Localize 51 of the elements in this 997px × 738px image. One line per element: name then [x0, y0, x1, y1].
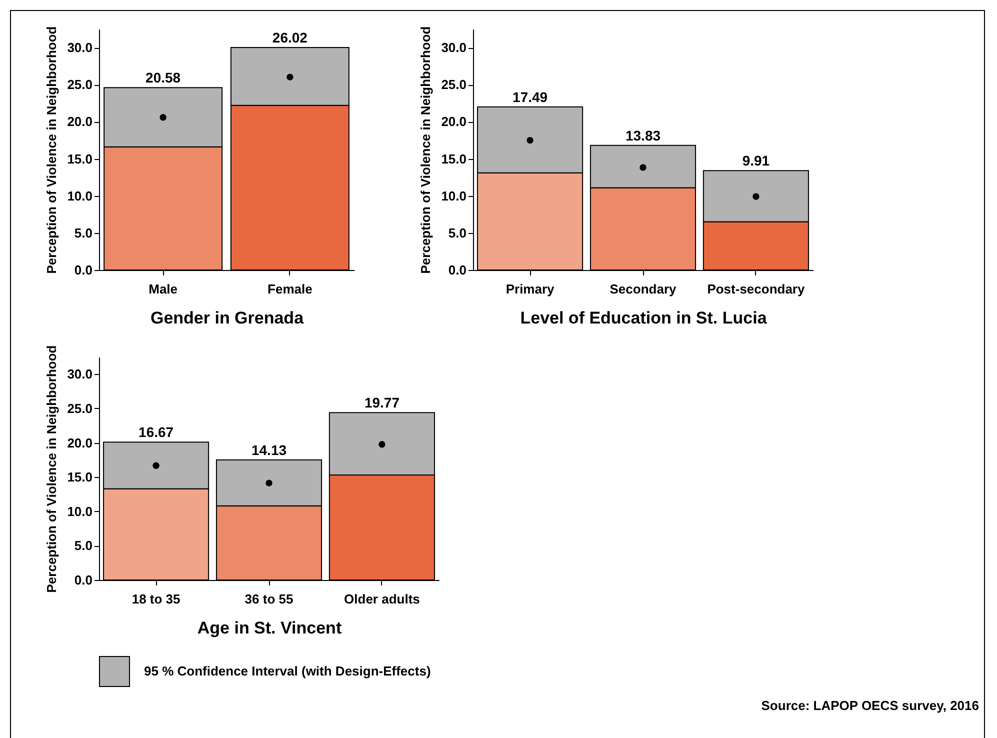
point: [752, 193, 760, 200]
y-tick-label: 30.0: [441, 40, 466, 56]
data-label: 13.83: [625, 127, 661, 144]
y-tick-label: 15.0: [67, 470, 92, 485]
point: [526, 136, 534, 144]
data-label: 17.49: [512, 88, 548, 105]
x-axis-title: Age in St. Vincent: [197, 618, 342, 638]
x-tick-label: Primary: [506, 282, 556, 296]
legend-label: 95 % Confidence Interval (with Design-Effects): [144, 664, 431, 678]
y-axis-title: Perception of Violence in Neighborhood: [44, 26, 60, 274]
x-tick-label: Secondary: [610, 282, 677, 296]
data-label: 9.91: [742, 152, 770, 169]
source-note: Source: LAPOP OECS survey, 2016: [761, 698, 979, 713]
point: [266, 480, 272, 486]
y-tick-label: 15.0: [441, 151, 466, 166]
y-axis-title: Perception of Violence in Neighborhood: [418, 26, 434, 274]
data-label: 26.02: [272, 30, 308, 46]
y-tick-label: 10.0: [67, 188, 92, 204]
data-label: 16.67: [138, 424, 174, 440]
y-tick-label: 0.0: [448, 262, 466, 278]
y-tick-label: 20.0: [67, 435, 92, 450]
x-tick-label: Older adults: [344, 592, 420, 606]
y-tick-label: 5.0: [74, 225, 92, 240]
data-label: 14.13: [251, 442, 287, 458]
y-tick-label: 25.0: [441, 77, 466, 92]
x-tick-label: Post-secondary: [707, 282, 806, 296]
y-tick-label: 15.0: [67, 151, 92, 166]
y-tick-label: 25.0: [67, 400, 92, 416]
y-tick-label: 5.0: [448, 225, 466, 240]
y-tick-label: 10.0: [67, 504, 92, 519]
point: [640, 164, 646, 171]
y-tick-label: 0.0: [74, 572, 92, 588]
data-label: 19.77: [364, 394, 400, 411]
y-tick-label: 25.0: [67, 77, 92, 92]
x-axis-title: Level of Education in St. Lucia: [520, 308, 768, 328]
y-tick-label: 20.0: [67, 114, 92, 130]
x-tick-label: 36 to 55: [244, 592, 294, 606]
point: [152, 462, 160, 469]
y-tick-label: 20.0: [441, 114, 466, 130]
y-tick-label: 0.0: [74, 262, 92, 278]
y-tick-label: 5.0: [74, 538, 92, 554]
x-axis-title: Gender in Grenada: [150, 308, 304, 328]
x-tick-label: Male: [148, 282, 178, 296]
y-tick-label: 30.0: [67, 40, 92, 56]
x-tick-label: 18 to 35: [132, 592, 180, 606]
y-tick-label: 30.0: [67, 366, 92, 382]
y-tick-label: 10.0: [441, 188, 466, 204]
point: [378, 441, 386, 448]
y-axis-title: Perception of Violence in Neighborhood: [44, 345, 60, 593]
data-label: 20.58: [146, 70, 181, 86]
x-tick-label: Female: [268, 282, 312, 296]
